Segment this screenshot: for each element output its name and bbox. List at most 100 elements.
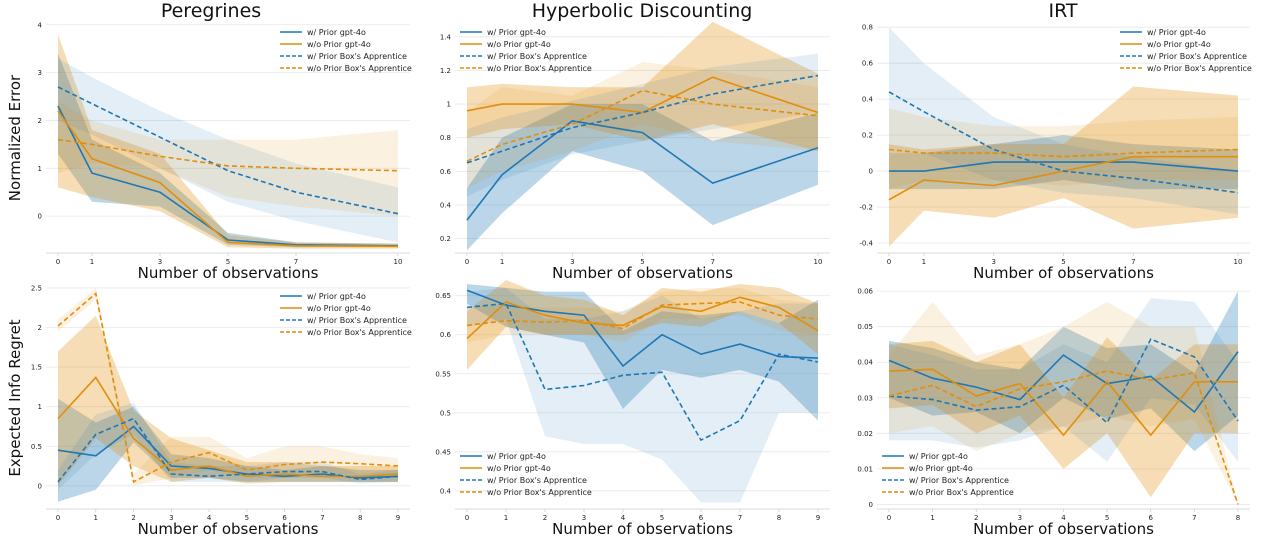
confidence-band	[467, 287, 818, 503]
y-tick-label: 0	[869, 168, 873, 176]
legend-label: w/ Prior gpt-4o	[1147, 28, 1206, 37]
confidence-band	[467, 104, 818, 251]
y-tick-label: 0.5	[31, 443, 42, 451]
y-tick-label: 0.2	[862, 132, 873, 140]
x-tick-label: 6	[699, 514, 704, 522]
x-tick-label: 4	[1061, 514, 1066, 522]
x-axis-label: Number of observations	[552, 520, 733, 538]
x-tick-label: 7	[320, 514, 324, 522]
y-tick-label: 0.55	[435, 370, 451, 378]
x-tick-label: 0	[887, 258, 891, 266]
legend-label: w/ Prior Box's Apprentice	[307, 52, 407, 61]
x-axis-label: Number of observations	[973, 264, 1154, 282]
y-tick-label: 1	[447, 101, 451, 109]
x-tick-label: 0	[56, 514, 60, 522]
series-line	[888, 148, 1239, 158]
confidence-band	[58, 53, 398, 248]
series-line	[466, 76, 819, 114]
y-tick-label: 0.8	[862, 24, 873, 32]
chart-panel: 0 0.5 1 1.5 2 2.5 0 1 2 3 4 5 6 7 8 9 Number of observat…	[31, 284, 412, 538]
y-tick-label: 0.65	[435, 292, 451, 300]
confidence-band	[467, 280, 818, 370]
x-tick-label: 1	[90, 258, 94, 266]
confidence-band	[889, 291, 1238, 452]
y-tick-label: 2	[38, 117, 42, 125]
x-tick-label: 2	[131, 514, 135, 522]
row-label-normalized-error: Normalized Error	[6, 74, 24, 201]
legend-label: w/ Prior gpt-4o	[307, 28, 366, 37]
y-tick-label: 0.6	[862, 60, 874, 68]
y-tick-label: 0.2	[440, 235, 451, 243]
x-tick-label: 0	[887, 514, 891, 522]
legend-label: w/o Prior Box's Apprentice	[487, 488, 592, 497]
confidence-band	[889, 27, 1238, 215]
legend-label: w/o Prior Box's Apprentice	[1147, 64, 1252, 73]
x-tick-label: 0	[465, 258, 469, 266]
x-axis-label: Number of observations	[973, 520, 1154, 538]
x-tick-label: 7	[710, 258, 714, 266]
y-tick-label: 2.5	[31, 284, 42, 292]
x-axis-label: Number of observations	[138, 264, 319, 282]
y-tick-label: 0.5	[440, 409, 451, 417]
confidence-band	[58, 288, 398, 486]
y-tick-label: 0.4	[440, 201, 452, 209]
x-tick-label: 3	[158, 258, 162, 266]
confidence-band	[889, 108, 1238, 190]
x-tick-label: 7	[738, 514, 742, 522]
series-line	[888, 155, 1238, 201]
x-tick-label: 4	[207, 514, 212, 522]
x-tick-label: 2	[974, 514, 978, 522]
confidence-band	[467, 53, 818, 197]
legend-label: w/o Prior gpt-4o	[909, 464, 973, 473]
x-tick-label: 3	[570, 258, 574, 266]
legend-label: w/o Prior gpt-4o	[307, 304, 371, 313]
x-tick-label: 10	[1234, 258, 1243, 266]
x-tick-label: 3	[991, 258, 995, 266]
series-line	[466, 120, 819, 221]
x-tick-label: 5	[226, 258, 230, 266]
y-tick-label: 0.4	[862, 96, 874, 104]
legend-label: w/o Prior gpt-4o	[487, 464, 551, 473]
legend-label: w/o Prior Box's Apprentice	[307, 328, 412, 337]
y-tick-label: 0.45	[435, 448, 451, 456]
y-tick-label: -0.4	[859, 240, 873, 248]
y-tick-label: 0.6	[440, 331, 452, 339]
legend-label: w/o Prior gpt-4o	[307, 40, 371, 49]
confidence-band	[58, 34, 398, 249]
chart-panel: 0.4 0.45 0.5 0.55 0.6 0.65 0 1 2 3 4 5 6 7 8 9 Number of…	[435, 280, 830, 538]
legend-label: w/ Prior Box's Apprentice	[487, 476, 587, 485]
y-tick-label: 0.01	[857, 465, 873, 473]
legend-label: w/ Prior gpt-4o	[487, 28, 546, 37]
x-tick-label: 9	[396, 514, 400, 522]
y-tick-label: 3	[38, 69, 42, 77]
x-tick-label: 7	[1192, 514, 1196, 522]
column-title-irt: IRT	[1048, 0, 1077, 22]
confidence-band	[889, 86, 1238, 247]
x-tick-label: 7	[294, 258, 298, 266]
column-title-hyperbolic-discounting: Hyperbolic Discounting	[532, 0, 753, 22]
x-tick-label: 9	[816, 514, 820, 522]
x-tick-label: 1	[922, 258, 926, 266]
x-tick-label: 4	[621, 514, 626, 522]
series-line	[888, 370, 1239, 505]
confidence-band	[889, 301, 1238, 505]
confidence-band	[58, 315, 398, 486]
row-label-expected-info-regret: Expected Info Regret	[6, 319, 24, 476]
chart-panel: -0.4 -0.2 0 0.2 0.4 0.6 0.8 0 1 3 5 7 10 Number of ob…	[859, 24, 1252, 282]
legend-label: w/o Prior Box's Apprentice	[909, 488, 1014, 497]
x-tick-label: 10	[394, 258, 403, 266]
legend-label: w/ Prior Box's Apprentice	[487, 52, 587, 61]
series-line	[466, 301, 819, 330]
legend-label: w/ Prior Box's Apprentice	[909, 476, 1009, 485]
x-tick-label: 10	[814, 258, 823, 266]
legend-label: w/ Prior Box's Apprentice	[307, 316, 407, 325]
y-tick-label: 0.06	[857, 288, 873, 296]
x-tick-label: 3	[582, 514, 586, 522]
x-tick-label: 0	[465, 514, 469, 522]
y-tick-label: 1	[38, 403, 42, 411]
x-tick-label: 5	[660, 514, 664, 522]
y-tick-label: 0.02	[857, 430, 873, 438]
confidence-band	[58, 101, 398, 217]
